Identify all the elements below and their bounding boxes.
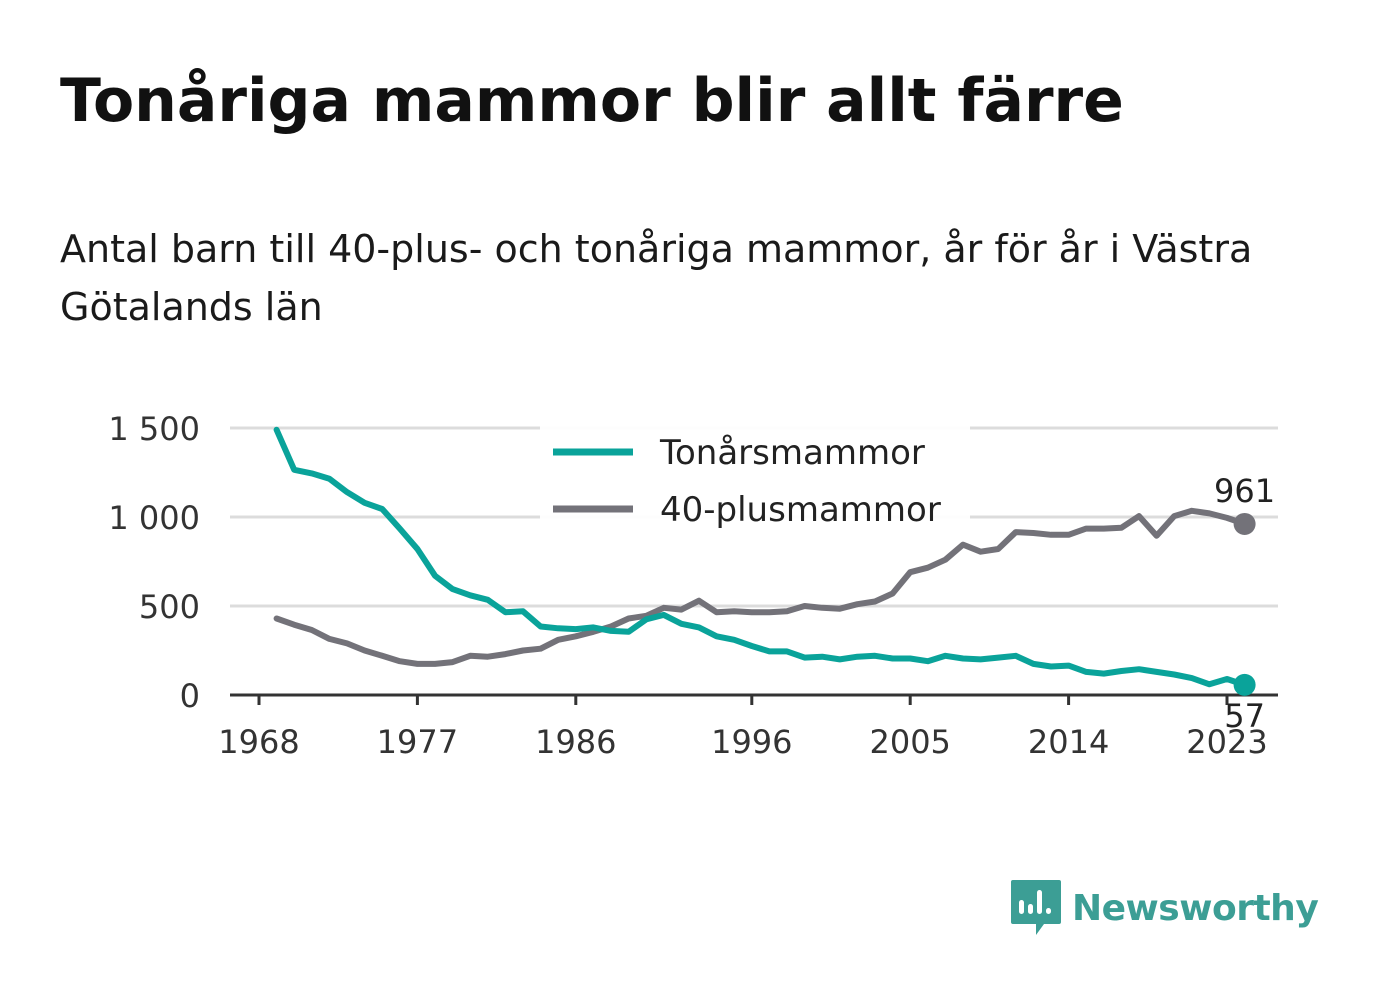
chart-title: Tonåriga mammor blir allt färre: [60, 66, 1124, 136]
x-tick-label: 2005: [869, 723, 950, 761]
series-line-40-plusmammor: [273, 507, 1248, 667]
x-tick-label: 1977: [377, 723, 458, 761]
end-point-label: 57: [1224, 697, 1265, 735]
legend-label: 40-plusmammor: [660, 490, 941, 530]
brand-logo[interactable]: Newsworthy: [1010, 878, 1319, 938]
end-point-marker: [1233, 673, 1256, 696]
end-point-label: 961: [1214, 472, 1275, 510]
chart-subtitle: Antal barn till 40-plus- och tonåriga ma…: [60, 227, 1253, 329]
newsworthy-logo-icon: [1011, 880, 1061, 935]
line-chart: 0 500 1 000 1 500 1968 1977 1986 1996 2005 2014 20…: [108, 410, 1278, 761]
x-tick-label: 2023: [1186, 723, 1267, 761]
x-tick-label: 1968: [218, 723, 299, 761]
x-tick-label: 1986: [535, 723, 616, 761]
legend-label: Tonårsmammor: [659, 433, 925, 473]
series-line-tonarsmammor: [273, 426, 1248, 688]
y-tick-label: 1 000: [108, 499, 200, 537]
brand-name: Newsworthy: [1072, 887, 1319, 929]
y-tick-label: 500: [139, 588, 200, 626]
end-point-marker: [1233, 512, 1256, 535]
x-tick-label: 1996: [711, 723, 792, 761]
y-tick-label: 0: [180, 677, 200, 715]
y-tick-label: 1 500: [108, 410, 200, 448]
x-tick-label: 2014: [1028, 723, 1109, 761]
